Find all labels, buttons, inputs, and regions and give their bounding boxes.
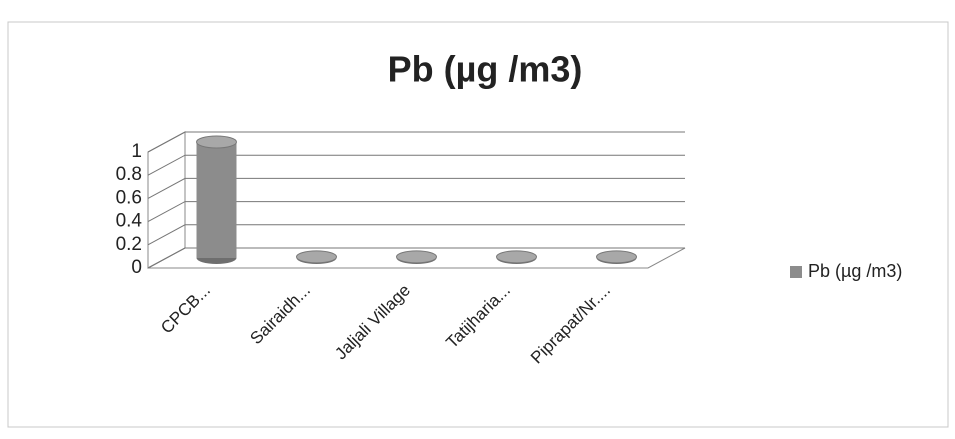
bar-top	[596, 250, 637, 264]
grid-line	[147, 131, 685, 153]
bar-top	[296, 250, 337, 264]
y-tick-label: 0.4	[116, 211, 143, 232]
grid-line	[147, 177, 685, 199]
grid-line	[147, 224, 685, 246]
bar	[596, 250, 637, 264]
bar-top	[396, 250, 437, 264]
y-tick-label: 0.6	[116, 187, 142, 208]
bar-body	[196, 142, 237, 258]
chart-title: Pb (µg /m3)	[388, 49, 583, 90]
y-tick-label: 0.8	[116, 164, 142, 185]
bar	[196, 135, 237, 264]
y-tick-label: 0.2	[116, 234, 142, 255]
bar	[296, 250, 337, 264]
y-tick-label: 0	[131, 257, 142, 278]
bar	[396, 250, 437, 264]
bar	[496, 250, 537, 264]
grid-line	[147, 247, 685, 269]
grid-line	[147, 201, 685, 223]
legend-label: Pb (µg /m3)	[808, 261, 902, 281]
grid-line	[147, 154, 685, 176]
legend-swatch	[790, 266, 802, 278]
bar-top	[496, 250, 537, 264]
bar-top	[196, 135, 237, 149]
y-tick-label: 1	[131, 141, 142, 162]
